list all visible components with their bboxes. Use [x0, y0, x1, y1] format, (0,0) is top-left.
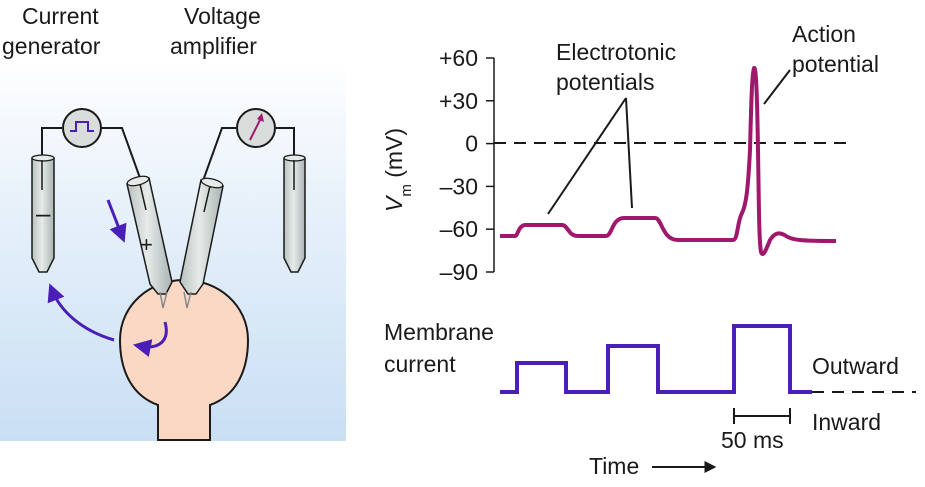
current-electrode: +: [126, 175, 173, 309]
membrane-current-label-line2: current: [384, 351, 456, 377]
current-plot: Membrane current Outward Inward 50 ms Ti…: [384, 319, 916, 479]
meter-needle-icon: [249, 117, 262, 141]
voltage-plot: +60 +30 0 –30 –60 –90 Vm (mV) Electrotonic po…: [381, 21, 879, 285]
y-axis-label: Vm (mV): [381, 128, 415, 212]
time-label: Time: [589, 453, 639, 479]
inward-label: Inward: [812, 409, 881, 435]
scale-bar: [733, 408, 791, 424]
y-tick-label: –60: [440, 216, 478, 242]
y-ticks: +60 +30 0 –30 –60 –90: [439, 45, 494, 285]
voltage-amplifier-label-line2: amplifier: [170, 33, 257, 59]
y-tick-label: –30: [440, 173, 478, 199]
current-generator-label-line1: Current: [22, 3, 99, 29]
current-generator-label-line2: generator: [2, 33, 101, 59]
current-flow-arrows: [47, 199, 168, 357]
right-bath-electrode: [283, 154, 306, 273]
current-inside-arrow-icon: [132, 321, 168, 357]
current-out-arrow-icon: [47, 283, 115, 342]
current-in-arrow-icon: [106, 199, 127, 243]
membrane-current-trace: [500, 324, 812, 394]
y-tick-label: –90: [440, 259, 478, 285]
electrode-tip-right: [183, 291, 192, 309]
y-tick-label: 0: [465, 131, 478, 157]
voltage-amplifier-dial: [236, 108, 276, 148]
electrotonic-pointer-1: [547, 97, 627, 215]
voltage-electrode: [179, 177, 224, 309]
scale-bar-label: 50 ms: [721, 427, 784, 453]
electrode-tip-left: [159, 291, 168, 309]
apparatus-panel: Current generator Voltage amplifier –: [0, 3, 346, 441]
electrotonic-label-line1: Electrotonic: [556, 39, 676, 65]
outward-label: Outward: [812, 353, 899, 379]
y-tick-label: +30: [439, 88, 478, 114]
membrane-current-label-line1: Membrane: [384, 319, 494, 345]
electrotonic-pointer-2: [625, 97, 633, 209]
minus-sign: –: [36, 198, 51, 228]
wires: [41, 127, 295, 179]
left-bath-electrode: –: [31, 154, 55, 273]
current-generator-dial: [62, 108, 102, 148]
y-tick-label: +60: [439, 45, 478, 71]
membrane-potential-trace: [500, 65, 837, 257]
square-pulse-icon: [70, 121, 94, 132]
voltage-amplifier-label-line1: Voltage: [184, 3, 261, 29]
electrotonic-label-line2: potentials: [556, 69, 654, 95]
action-label-line2: potential: [792, 51, 879, 77]
plus-sign: +: [140, 232, 153, 257]
action-label-line1: Action: [792, 21, 856, 47]
action-pointer: [763, 69, 791, 105]
